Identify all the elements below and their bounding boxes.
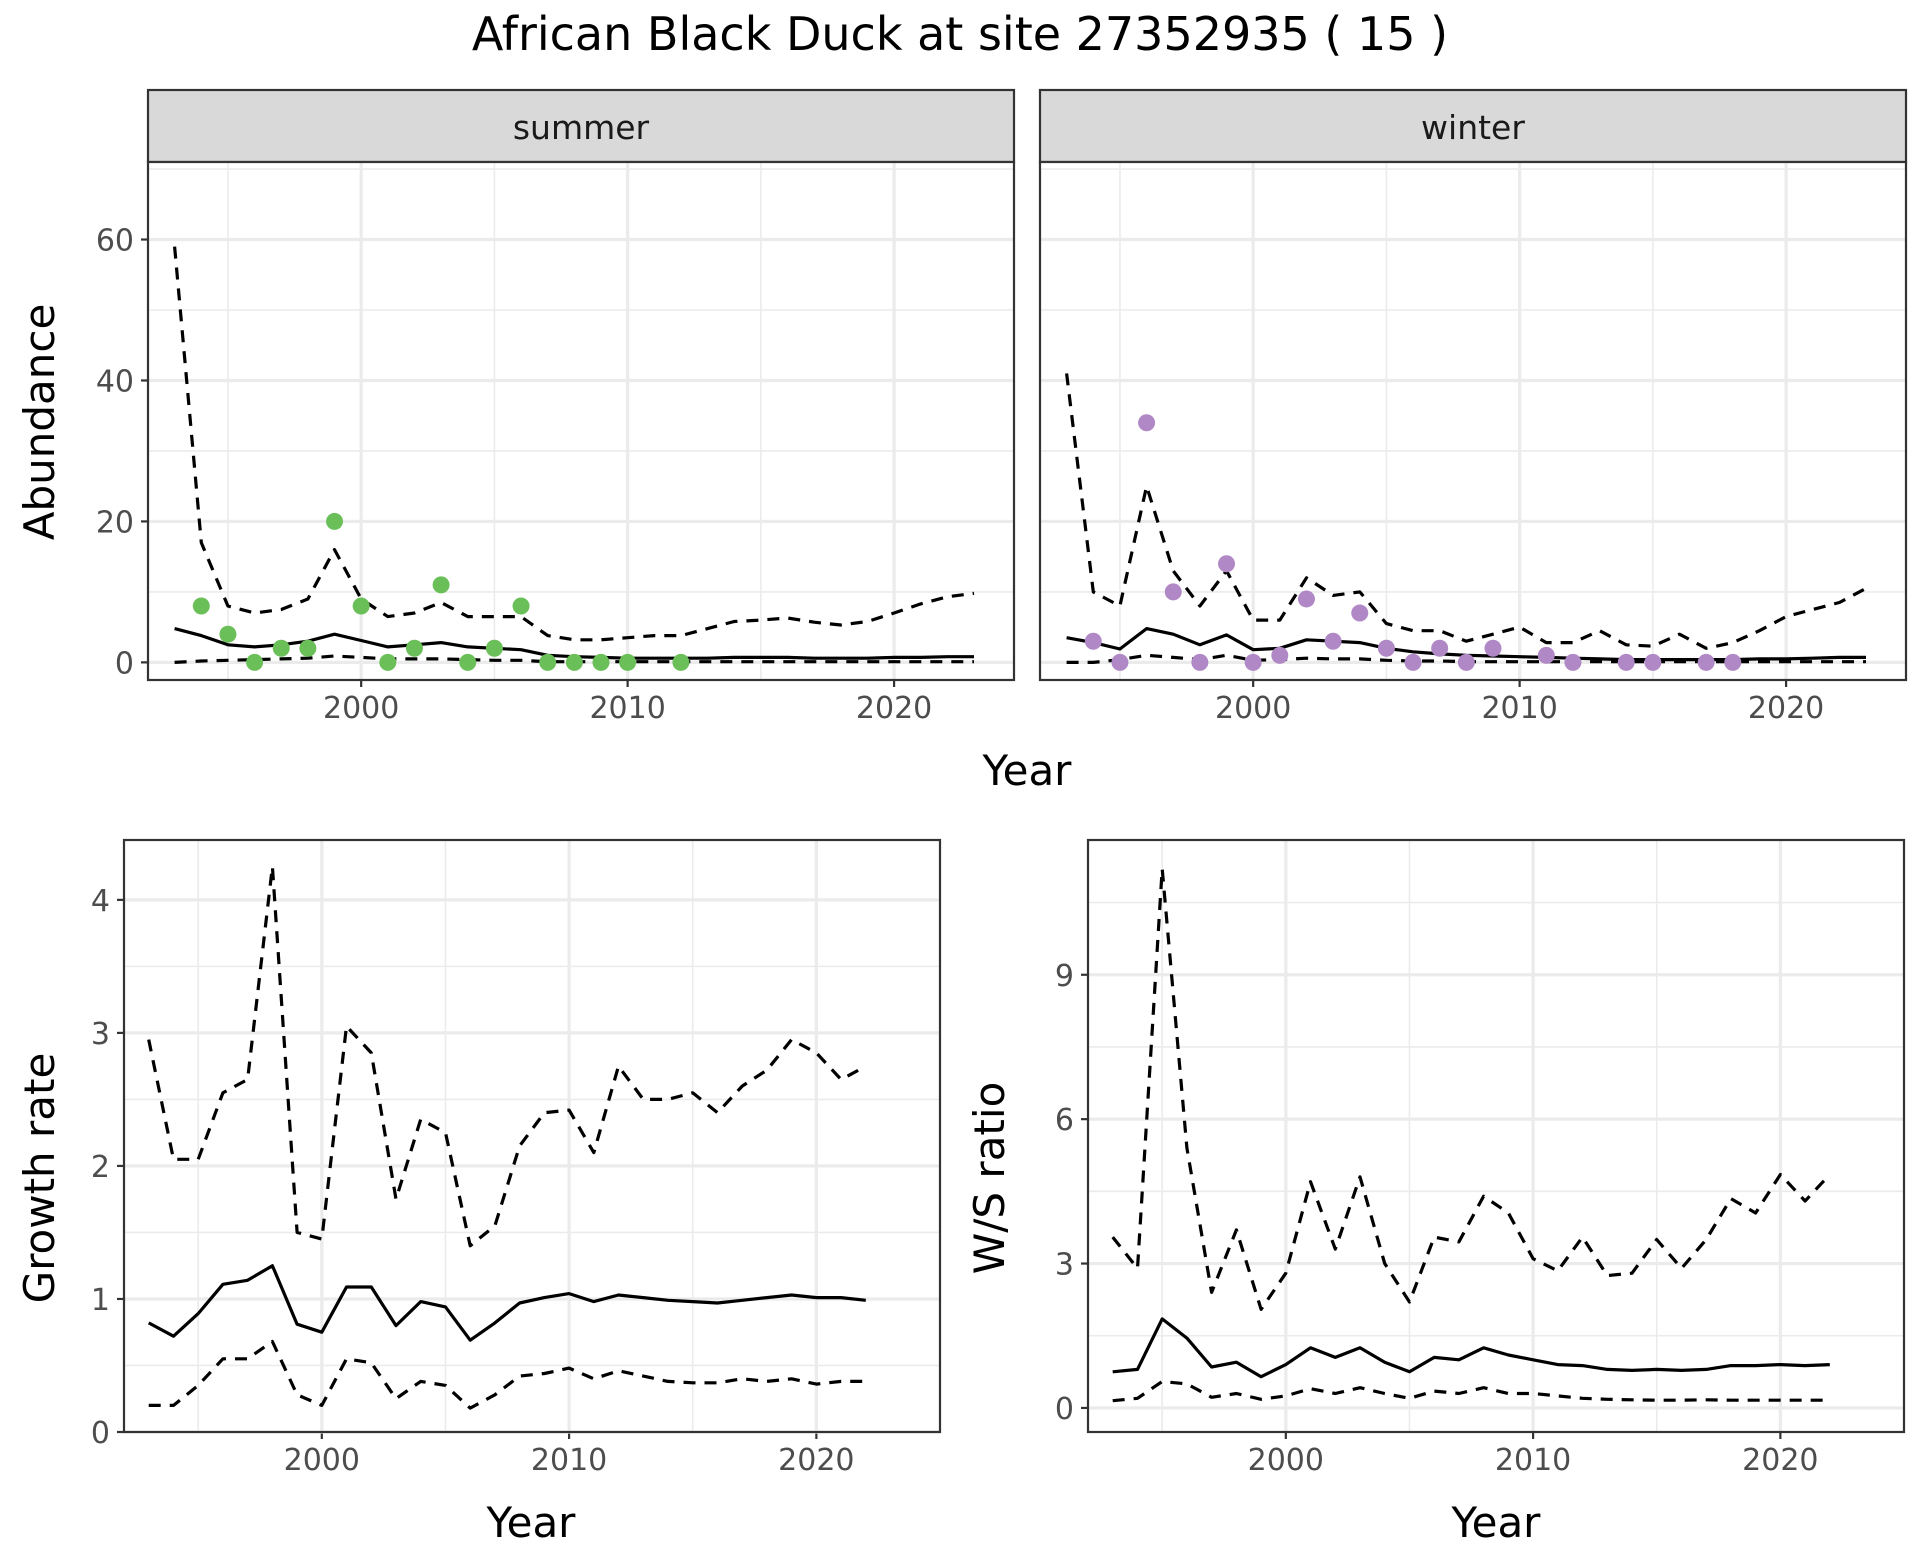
y-axis-title-ratio: W/S ratio: [965, 1082, 1014, 1275]
x-tick-label: 2010: [1481, 691, 1557, 726]
x-tick-label: 2020: [856, 691, 932, 726]
observation-point: [432, 576, 450, 594]
panel-background: [1040, 162, 1906, 680]
y-tick-label: 9: [1055, 959, 1074, 994]
x-tick-label: 2020: [778, 1443, 854, 1478]
observation-point: [1138, 414, 1156, 432]
observation-point: [1404, 653, 1422, 671]
panel-ws-ratio: 2000 2010 2020 0 3 6 9: [1055, 838, 1906, 1478]
observation-point: [1377, 639, 1395, 657]
x-tick-label: 2000: [1215, 691, 1291, 726]
x-tick-label: 2020: [1742, 1443, 1818, 1478]
facet-strip-winter: winter: [1038, 88, 1908, 164]
series-line-upper-bound: [1111, 867, 1831, 1311]
x-tick-label: 2000: [284, 1443, 360, 1478]
panel-background: [148, 162, 1014, 680]
x-tick-label: 2010: [589, 691, 665, 726]
panel-border: [122, 838, 942, 1434]
y-tick-label: 3: [1055, 1248, 1074, 1283]
observation-point: [405, 639, 423, 657]
y-tick-label: 0: [91, 1416, 110, 1451]
x-axis-title-growth: Year: [486, 1498, 577, 1547]
observation-point: [592, 653, 610, 671]
y-tick-label: 0: [1055, 1392, 1074, 1427]
y-axis-title-abundance: Abundance: [15, 304, 64, 541]
panel-border: [146, 160, 1016, 682]
y-tick-label: 6: [1055, 1103, 1074, 1138]
strip-summer-background: [146, 88, 1016, 164]
observation-point: [1351, 604, 1369, 622]
observation-point: [192, 597, 210, 615]
panel-summer-abundance: 2000 2010 2020 0 20 40 60: [96, 160, 1016, 726]
chart-title: African Black Duck at site 27352935 ( 15…: [472, 7, 1448, 61]
observation-point: [299, 639, 317, 657]
x-tick-label: 2010: [1495, 1443, 1571, 1478]
x-tick-label: 2000: [1248, 1443, 1324, 1478]
strip-label-summer: summer: [513, 108, 650, 147]
observation-point: [1111, 653, 1129, 671]
y-tick-label: 0: [115, 646, 134, 681]
observation-point: [672, 653, 690, 671]
series-line-mean: [147, 1264, 866, 1342]
observation-point: [1537, 646, 1555, 664]
observation-point: [1697, 653, 1715, 671]
series-line-lower-bound: [1112, 1379, 1830, 1403]
observation-point: [1724, 653, 1742, 671]
y-tick-label: 2: [91, 1150, 110, 1185]
observation-point: [326, 512, 344, 530]
x-tick-label: 2010: [531, 1443, 607, 1478]
observation-point: [1431, 639, 1449, 657]
observation-point: [1617, 653, 1635, 671]
observation-point: [512, 597, 530, 615]
observation-point: [459, 653, 477, 671]
y-tick-label: 3: [91, 1017, 110, 1052]
x-axis-title-top: Year: [982, 746, 1073, 795]
panel-growth-rate: 2000 2010 2020 0 1 2 3 4: [91, 838, 942, 1478]
panel-border: [1038, 160, 1908, 682]
observation-point: [1271, 646, 1289, 664]
observation-point: [539, 653, 557, 671]
panel-background: [1088, 840, 1904, 1432]
panel-border: [1086, 838, 1906, 1434]
observation-point: [352, 597, 370, 615]
x-tick-label: 2020: [1748, 691, 1824, 726]
observation-point: [219, 625, 237, 643]
observation-point: [565, 653, 583, 671]
observation-point: [1084, 632, 1102, 650]
observation-point: [246, 653, 264, 671]
observation-point: [1484, 639, 1502, 657]
series-line-upper-bound: [173, 246, 975, 642]
y-tick-label: 60: [96, 224, 134, 259]
observation-point: [1244, 653, 1262, 671]
observation-point: [485, 639, 503, 657]
observation-point: [1191, 653, 1209, 671]
y-tick-label: 40: [96, 364, 134, 399]
observation-point: [1164, 583, 1182, 601]
panel-background: [124, 840, 940, 1432]
observation-point: [272, 639, 290, 657]
y-tick-label: 20: [96, 505, 134, 540]
facet-strip-summer: summer: [146, 88, 1016, 164]
observation-point: [1457, 653, 1475, 671]
strip-winter-background: [1038, 88, 1908, 164]
strip-label-winter: winter: [1421, 108, 1525, 147]
y-tick-label: 1: [91, 1283, 110, 1318]
series-line-lower-bound: [148, 1339, 866, 1410]
observation-point: [619, 653, 637, 671]
x-tick-label: 2000: [323, 691, 399, 726]
y-tick-label: 4: [91, 884, 110, 919]
panel-winter-abundance: 2000 2010 2020: [1038, 160, 1908, 726]
series-line-upper-bound: [1065, 373, 1867, 650]
x-axis-title-ratio: Year: [1451, 1498, 1542, 1547]
observation-point: [379, 653, 397, 671]
series-line-mean: [1112, 1317, 1830, 1379]
series-line-upper-bound: [147, 865, 867, 1248]
observation-point: [1218, 555, 1236, 573]
y-axis-title-growth: Growth rate: [15, 1053, 64, 1304]
observation-point: [1297, 590, 1315, 608]
observation-point: [1564, 653, 1582, 671]
observation-point: [1324, 632, 1342, 650]
observation-point: [1644, 653, 1662, 671]
